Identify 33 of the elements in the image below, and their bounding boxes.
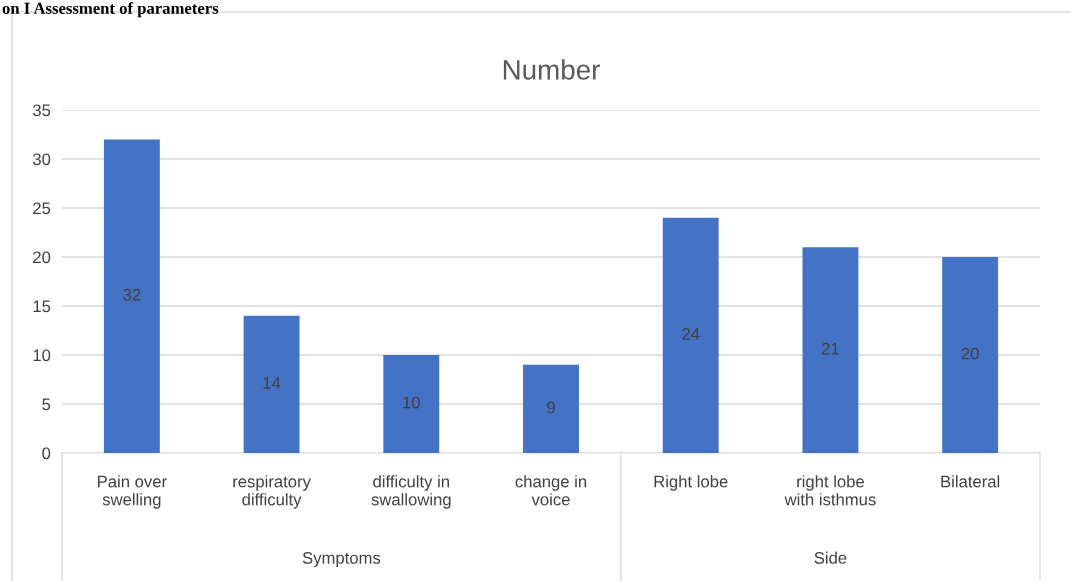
y-tick-label: 0 (42, 447, 51, 460)
x-tick-label: Right lobe (654, 475, 728, 491)
y-tick-label: 10 (33, 349, 51, 362)
data-label: 32 (123, 288, 141, 301)
bar (383, 355, 440, 453)
text: Side (814, 551, 847, 564)
bar (243, 315, 300, 453)
y-tick-label: 35 (32, 104, 51, 117)
x-tick-label: right lobe with isthmus (784, 475, 876, 506)
data-label: 20 (961, 347, 979, 360)
y-tick-label: 20 (33, 251, 51, 264)
chart-title: Number (503, 59, 600, 80)
x-tick-label: difficulty in swallowing (371, 475, 451, 509)
y-tick-label: 15 (33, 300, 51, 313)
y-tick-label: 25 (33, 202, 51, 215)
data-label: 14 (263, 377, 281, 389)
text: on I Assessment of parameters (2, 2, 219, 18)
bar (802, 247, 859, 453)
x-tick-label: Pain over swelling (98, 475, 167, 509)
bar (103, 139, 160, 453)
y-tick-label: 5 (42, 398, 51, 411)
data-label: 24 (682, 328, 700, 340)
x-tick-label: respiratory difficulty (233, 475, 311, 509)
bar (523, 364, 579, 453)
bar (662, 217, 719, 453)
x-tick-label: change in voice (515, 475, 587, 506)
data-label: 10 (403, 396, 420, 409)
data-label: 21 (822, 342, 839, 355)
x-tick-label: Bilateral (941, 475, 1000, 488)
y-tick-label: 30 (32, 153, 51, 166)
bar (942, 257, 999, 453)
data-label: 9 (547, 401, 555, 414)
text: Symptoms (302, 552, 381, 568)
